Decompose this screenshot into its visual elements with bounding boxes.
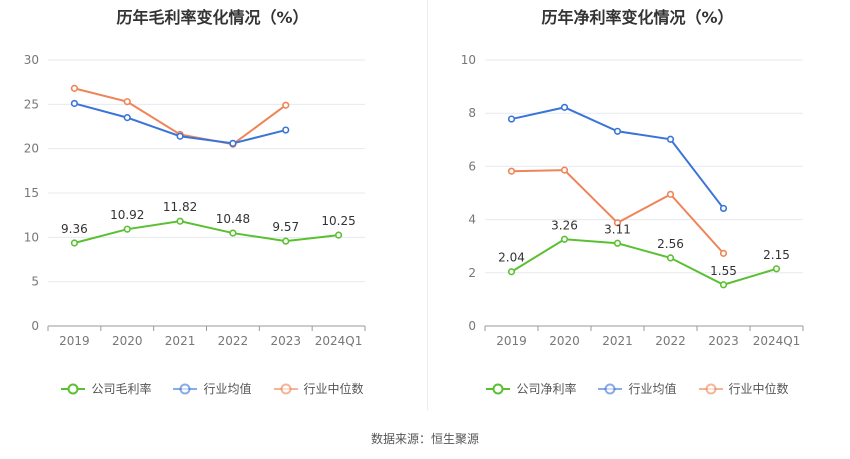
data-point — [613, 219, 622, 227]
data-point — [772, 265, 781, 273]
x-tick-label: 2021 — [165, 334, 196, 348]
data-point — [719, 281, 728, 289]
x-tick-label: 2022 — [655, 334, 686, 348]
y-tick-label: 30 — [24, 53, 39, 67]
data-label: 3.26 — [551, 218, 578, 232]
legend-item[interactable]: 行业中位数 — [698, 380, 789, 397]
data-label: 10.48 — [216, 212, 250, 226]
series-line — [510, 238, 777, 286]
legend-item[interactable]: 公司毛利率 — [61, 380, 151, 397]
data-point — [560, 166, 569, 174]
data-label: 10.92 — [110, 208, 144, 222]
legend-label: 行业中位数 — [728, 382, 789, 396]
y-tick-label: 10 — [461, 53, 476, 67]
y-tick-label: 8 — [468, 106, 476, 120]
data-source: 数据来源：恒生聚源 — [370, 432, 479, 446]
data-label: 1.55 — [710, 264, 737, 278]
data-label: 2.56 — [657, 237, 684, 251]
data-point — [70, 239, 79, 247]
data-point — [719, 249, 728, 257]
data-label: 9.57 — [272, 220, 299, 234]
data-point — [176, 132, 184, 140]
chart-title: 历年净利率变化情况（%） — [541, 8, 734, 27]
data-point — [282, 237, 290, 245]
data-point — [229, 229, 237, 237]
legend-item[interactable]: 行业均值 — [598, 380, 677, 397]
x-tick-label: 2023 — [270, 334, 301, 348]
y-tick-label: 15 — [24, 186, 39, 200]
x-tick-label: 2019 — [59, 334, 90, 348]
x-tick-label: 2020 — [549, 334, 580, 348]
data-label: 10.25 — [321, 214, 355, 228]
legend-swatch — [598, 383, 623, 394]
data-point — [507, 167, 516, 175]
data-label: 9.36 — [61, 222, 88, 236]
legend: 公司净利率 行业均值 行业中位数 — [425, 380, 850, 397]
x-tick-label: 2022 — [218, 334, 249, 348]
legend-swatch — [698, 383, 723, 394]
panel-divider — [427, 0, 428, 410]
data-point — [123, 98, 131, 106]
x-tick-label: 2021 — [602, 334, 633, 348]
data-label: 2.15 — [763, 248, 790, 262]
net-margin-chart: 0 2 4 6 8 10 2019 2020 2021 2022 2023 2024Q1 2.04 3.2… — [461, 53, 804, 348]
y-tick-label: 20 — [24, 142, 39, 156]
y-tick-label: 6 — [468, 159, 476, 173]
data-point — [334, 231, 343, 239]
data-point — [666, 135, 675, 143]
legend-swatch — [173, 383, 198, 394]
legend-swatch — [273, 383, 298, 394]
x-tick-label: 2024Q1 — [315, 334, 363, 348]
data-point — [229, 139, 237, 147]
data-point — [70, 99, 79, 108]
y-tick-label: 25 — [24, 97, 39, 111]
data-point — [282, 101, 290, 109]
y-tick-label: 2 — [468, 266, 476, 280]
data-point — [719, 204, 728, 213]
data-point — [613, 127, 622, 135]
y-tick-label: 10 — [24, 230, 39, 244]
legend-label: 行业均值 — [628, 382, 677, 396]
data-point — [507, 115, 516, 123]
data-point — [560, 103, 569, 111]
data-point — [70, 84, 79, 92]
gross-margin-chart: 0 5 10 15 20 25 30 2019 2020 2021 2022 2023 2024Q1 9.… — [24, 53, 366, 348]
data-point — [560, 235, 569, 243]
y-tick-label: 0 — [31, 319, 39, 333]
x-tick-label: 2024Q1 — [753, 334, 801, 348]
x-tick-label: 2023 — [708, 334, 739, 348]
legend-item[interactable]: 行业均值 — [173, 380, 252, 397]
data-point — [666, 190, 675, 198]
data-label: 3.11 — [604, 222, 631, 236]
x-tick-label: 2019 — [496, 334, 527, 348]
legend-label: 行业中位数 — [303, 382, 364, 396]
legend-swatch — [61, 383, 86, 394]
chart-title: 历年毛利率变化情况（%） — [116, 8, 309, 27]
data-label: 11.82 — [163, 200, 197, 214]
x-tick-label: 2020 — [112, 334, 143, 348]
y-tick-label: 5 — [31, 275, 39, 289]
net-margin-panel: 历年净利率变化情况（%） 0 2 4 6 8 10 2019 2020 2021 2022 2023… — [425, 0, 850, 420]
series-line — [74, 220, 339, 244]
data-point — [613, 239, 622, 247]
legend-item[interactable]: 公司净利率 — [486, 380, 576, 397]
y-tick-label: 0 — [468, 319, 476, 333]
data-point — [507, 268, 516, 276]
gross-margin-panel: 历年毛利率变化情况（%） 0 5 10 15 20 25 30 2019 2020 2021 202… — [0, 0, 425, 420]
data-point — [666, 254, 675, 262]
data-point — [123, 114, 131, 122]
legend-item[interactable]: 行业中位数 — [273, 380, 364, 397]
legend-label: 公司毛利率 — [91, 382, 152, 396]
legend-swatch — [486, 383, 511, 394]
data-point — [123, 225, 131, 233]
data-point — [176, 217, 184, 225]
data-label: 2.04 — [498, 251, 525, 265]
data-point — [282, 126, 290, 134]
y-tick-label: 4 — [468, 213, 476, 227]
series-line — [511, 106, 725, 210]
legend-label: 行业均值 — [203, 382, 252, 396]
legend-label: 公司净利率 — [516, 382, 577, 396]
legend: 公司毛利率 行业均值 行业中位数 — [0, 380, 425, 397]
